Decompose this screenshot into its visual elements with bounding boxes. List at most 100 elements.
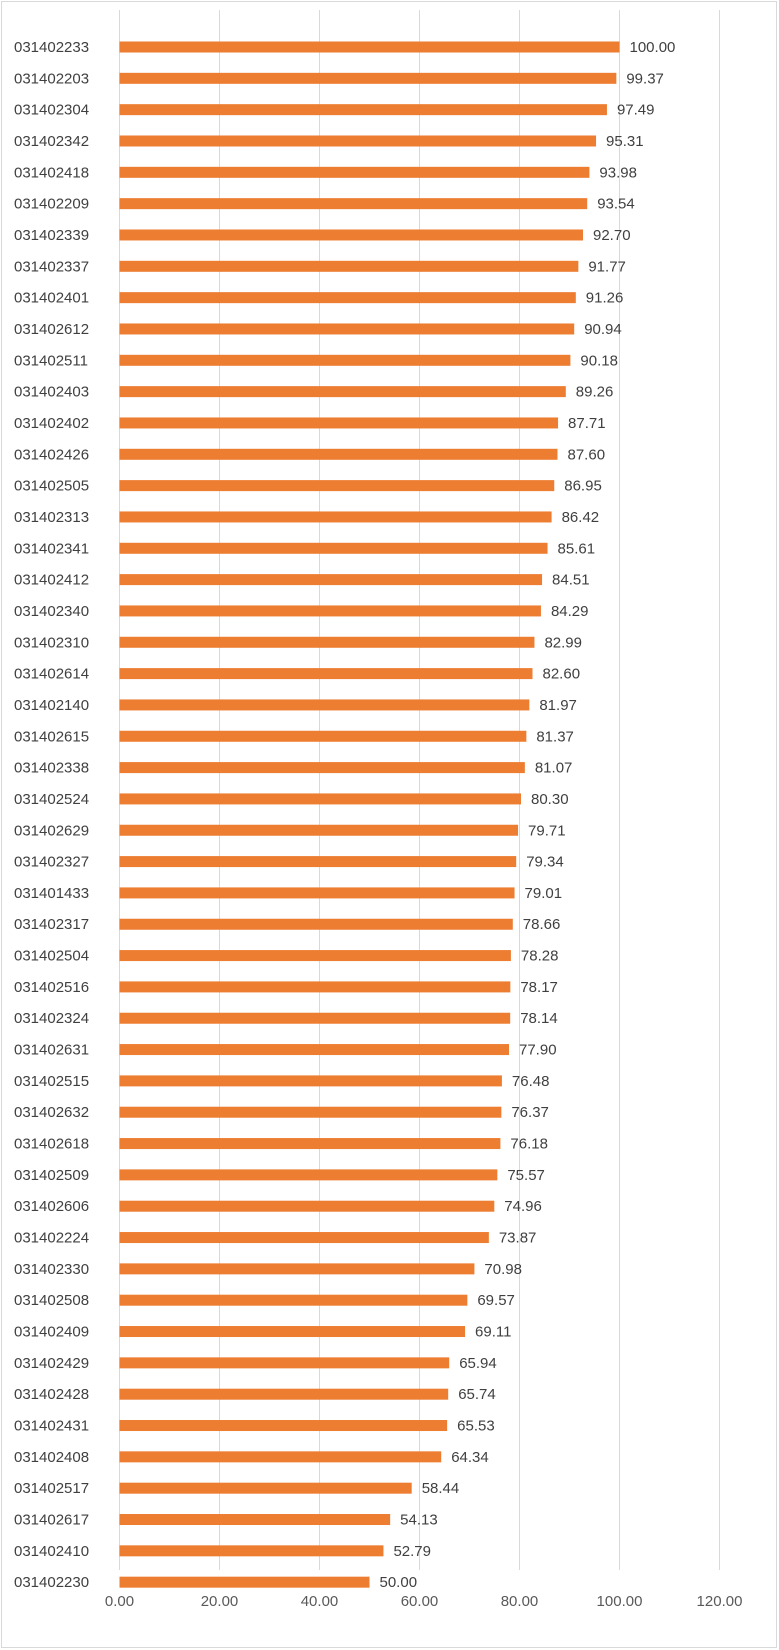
data-label: 79.71 [528, 822, 566, 839]
bar [119, 1451, 442, 1463]
bar [119, 730, 527, 742]
category-label: 031402233 [14, 39, 89, 56]
category-label: 031402342 [14, 133, 89, 150]
bar [119, 386, 566, 398]
data-label: 64.34 [451, 1449, 489, 1466]
category-label: 031402337 [14, 258, 89, 275]
bar [119, 354, 571, 366]
category-label: 031402327 [14, 854, 89, 871]
category-label: 031402203 [14, 70, 89, 87]
data-label: 81.37 [536, 728, 574, 745]
bar [119, 229, 583, 241]
category-label: 031402412 [14, 572, 89, 589]
bar [119, 1012, 511, 1024]
data-label: 69.57 [477, 1292, 515, 1309]
bar [119, 1138, 501, 1150]
bar [119, 1514, 391, 1526]
category-label: 031402338 [14, 760, 89, 777]
bar [119, 856, 517, 868]
data-label: 87.71 [568, 415, 606, 432]
category-label: 031402340 [14, 603, 89, 620]
data-label: 84.29 [551, 603, 589, 620]
category-label: 031402310 [14, 634, 89, 651]
bar [119, 1075, 502, 1087]
category-label: 031402401 [14, 290, 89, 307]
category-label: 031402408 [14, 1449, 89, 1466]
data-label: 65.53 [457, 1418, 495, 1435]
bar [119, 1482, 412, 1494]
data-label: 81.07 [535, 760, 573, 777]
category-label: 031402631 [14, 1042, 89, 1059]
data-label: 75.57 [507, 1167, 545, 1184]
bar [119, 668, 533, 680]
bar [119, 1357, 450, 1369]
category-label: 031402516 [14, 979, 89, 996]
category-label: 031402505 [14, 478, 89, 495]
bar [119, 1294, 468, 1306]
category-label: 031402612 [14, 321, 89, 338]
bar [119, 104, 607, 116]
category-label: 031402339 [14, 227, 89, 244]
data-label: 91.26 [586, 290, 624, 307]
data-label: 93.98 [599, 164, 637, 181]
bar [119, 636, 535, 648]
bar [119, 762, 525, 774]
data-label: 50.00 [380, 1574, 418, 1591]
data-label: 85.61 [558, 540, 596, 557]
bar [119, 1263, 475, 1275]
data-label: 80.30 [531, 791, 569, 808]
data-label: 89.26 [576, 384, 614, 401]
x-tick-label: 120.00 [697, 1593, 743, 1610]
bar [119, 918, 513, 930]
data-label: 100.00 [630, 39, 676, 56]
category-label: 031402402 [14, 415, 89, 432]
bar [119, 793, 521, 805]
data-label: 65.74 [458, 1386, 496, 1403]
x-tick-label: 80.00 [501, 1593, 539, 1610]
bars [119, 41, 620, 1588]
category-label: 031402230 [14, 1574, 89, 1591]
data-label: 76.37 [511, 1104, 549, 1121]
bar [119, 41, 620, 53]
bar [119, 1388, 449, 1400]
bar [119, 135, 597, 147]
category-label: 031402429 [14, 1355, 89, 1372]
data-label: 84.51 [552, 572, 590, 589]
category-label: 031402341 [14, 540, 89, 557]
data-label: 65.94 [459, 1355, 497, 1372]
category-label: 031402517 [14, 1480, 89, 1497]
data-label: 76.18 [510, 1136, 548, 1153]
x-tick-label: 60.00 [401, 1593, 439, 1610]
bar [119, 605, 541, 617]
x-axis-ticks: 0.00 20.00 40.00 60.00 80.00 100.00 120.00 [105, 1593, 743, 1610]
data-label: 78.28 [521, 948, 559, 965]
category-label: 031402508 [14, 1292, 89, 1309]
category-label: 031402632 [14, 1104, 89, 1121]
category-label: 031402511 [14, 352, 88, 369]
data-label: 54.13 [400, 1512, 438, 1529]
value-labels: 100.00 99.37 97.49 95.31 93.98 93.54 92.70 91.7… [380, 39, 676, 1591]
data-label: 91.77 [588, 258, 626, 275]
x-tick-label: 40.00 [301, 1593, 339, 1610]
data-label: 93.54 [597, 196, 635, 213]
bar [119, 198, 588, 210]
category-label: 031402330 [14, 1261, 89, 1278]
data-label: 79.34 [526, 854, 564, 871]
bar [119, 1420, 448, 1432]
data-label: 86.95 [564, 478, 602, 495]
bar [119, 1326, 466, 1338]
category-label: 031402209 [14, 196, 89, 213]
category-labels: 031402233 031402203 031402304 031402342 0314… [14, 39, 89, 1591]
category-label: 031402629 [14, 822, 89, 839]
data-label: 69.11 [475, 1324, 511, 1341]
data-label: 79.01 [525, 885, 563, 902]
bar [119, 260, 579, 272]
category-label: 031402618 [14, 1136, 89, 1153]
bar [119, 72, 617, 84]
bar [119, 574, 543, 586]
data-label: 90.94 [584, 321, 622, 338]
category-label: 031402403 [14, 384, 89, 401]
bar [119, 824, 519, 836]
